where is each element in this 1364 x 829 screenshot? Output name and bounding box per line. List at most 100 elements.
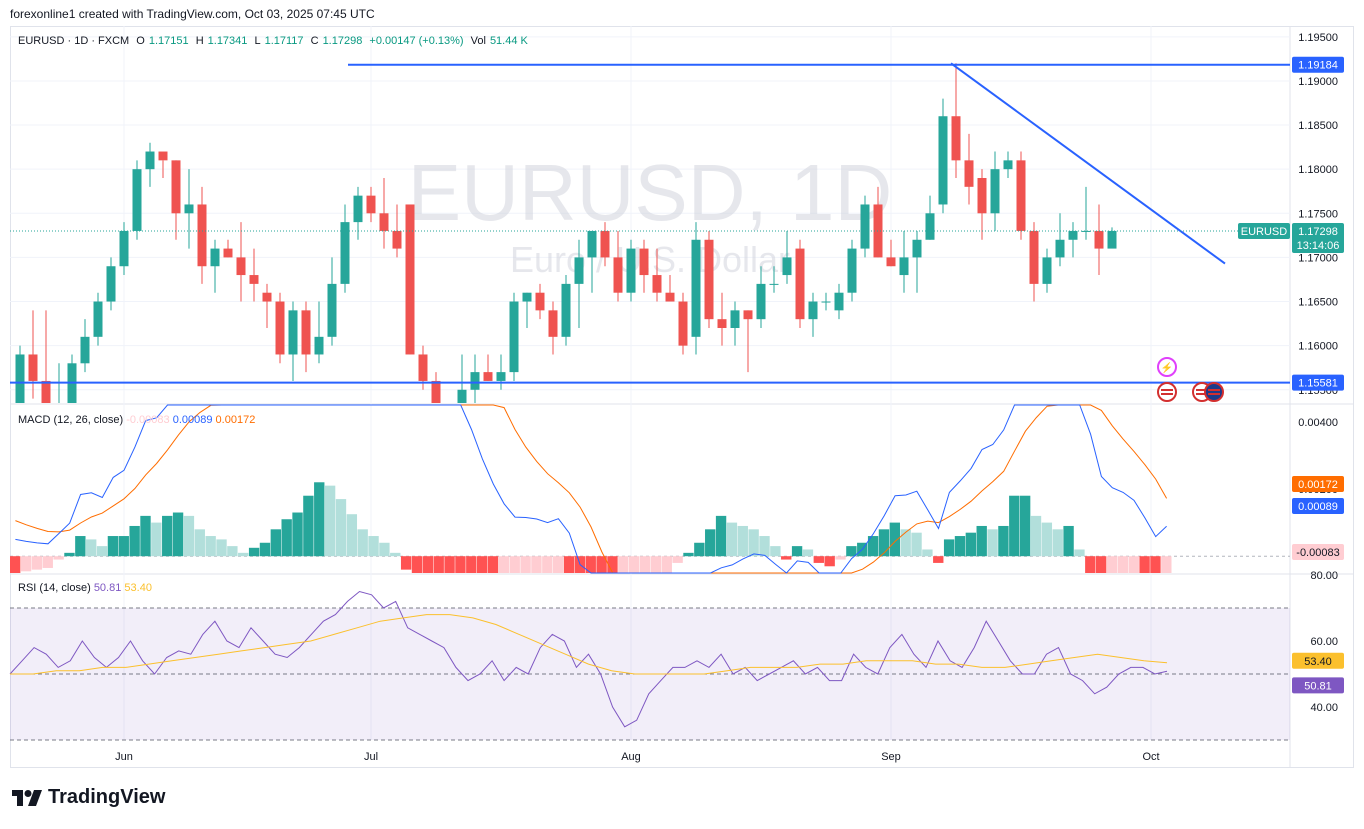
- symbol-badge-bg: [1238, 222, 1290, 239]
- macd-histogram-bar: [629, 556, 640, 573]
- price-tick-label: 1.16500: [1298, 297, 1338, 309]
- candle-body: [15, 354, 25, 403]
- macd-histogram-bar: [976, 525, 987, 557]
- candle-body: [626, 248, 636, 293]
- macd-histogram-bar: [390, 552, 401, 557]
- macd-histogram-bar: [922, 549, 933, 557]
- candle-body: [795, 248, 805, 320]
- macd-histogram-bar: [509, 556, 520, 573]
- candle-body: [691, 239, 701, 337]
- chart-header: forexonline1 created with TradingView.co…: [10, 7, 375, 21]
- macd-histogram-bar: [781, 556, 792, 560]
- candle-body: [483, 372, 493, 381]
- macd-histogram-bar: [1052, 529, 1063, 557]
- rsi-tick-label: 40.00: [1310, 702, 1338, 714]
- macd-histogram-bar: [759, 536, 770, 557]
- candle-body: [1029, 230, 1039, 284]
- macd-histogram-bar: [683, 552, 694, 557]
- candle-body: [392, 230, 402, 249]
- macd-histogram-bar: [672, 556, 683, 563]
- candle-body: [1003, 160, 1013, 170]
- macd-histogram-bar: [259, 542, 271, 557]
- candle-body: [834, 292, 844, 311]
- macd-histogram-bar: [1150, 556, 1161, 573]
- rsi-legend[interactable]: RSI (14, close) 50.81 53.40: [18, 582, 152, 594]
- macd-histogram-bar: [270, 529, 281, 557]
- macd-legend[interactable]: MACD (12, 26, close) -0.00083 0.00089 0.…: [18, 414, 255, 426]
- macd-histogram-bar: [444, 556, 455, 573]
- macd-histogram-bar: [607, 556, 618, 573]
- vol-value: 51.44 K: [489, 35, 528, 47]
- macd-histogram-bar: [205, 536, 216, 557]
- macd-histogram-bar: [1128, 556, 1139, 573]
- upper-level-badge: 1.19184: [1298, 60, 1338, 72]
- candle-body: [171, 160, 181, 214]
- tradingview-logo[interactable]: TradingView: [12, 786, 165, 809]
- macd-histogram-bar: [31, 556, 43, 570]
- macd-histogram-bar: [10, 556, 21, 573]
- macd-histogram-bar: [86, 539, 97, 557]
- symbol-badge: EURUSD: [1241, 226, 1288, 238]
- chart-frame: [10, 26, 1354, 768]
- candle-body: [925, 213, 935, 240]
- candle-body: [574, 257, 584, 284]
- candle-body: [470, 372, 480, 390]
- macd-histogram-bar: [227, 546, 238, 557]
- candle-body: [509, 301, 519, 373]
- macd-histogram-bar: [661, 556, 672, 573]
- macd-histogram-bar: [1030, 515, 1042, 557]
- candle-body: [405, 204, 415, 355]
- candle-body: [1094, 230, 1104, 249]
- candle-body: [821, 301, 831, 303]
- candle-body: [288, 310, 298, 355]
- candle-body: [652, 275, 662, 293]
- price-tick-label: 1.16000: [1298, 341, 1338, 353]
- macd-histogram-bar: [248, 547, 260, 557]
- candle-body: [847, 248, 857, 293]
- macd-histogram-bar: [911, 532, 922, 557]
- macd-histogram-bar: [303, 495, 314, 557]
- candle-body: [210, 248, 220, 267]
- macd-histogram-bar: [1009, 495, 1020, 557]
- candle-body: [314, 336, 324, 355]
- macd-histogram-bar: [965, 532, 977, 557]
- macd-histogram-bar: [900, 529, 911, 557]
- ohlc-legend[interactable]: EURUSD · 1D · FXCM O 1.17151 H 1.17341 L 1.…: [18, 35, 532, 47]
- macd-histogram-bar: [639, 556, 651, 573]
- macd-histogram-bar: [987, 529, 998, 557]
- macd-histogram-bar: [824, 556, 835, 567]
- macd-histogram-bar: [151, 522, 162, 557]
- macd-histogram-bar: [531, 556, 542, 573]
- candle-body: [275, 301, 285, 355]
- last-price-badge-bg: [1292, 222, 1344, 253]
- macd-histogram-bar: [64, 552, 75, 557]
- macd-hist-value: -0.00083: [126, 414, 170, 426]
- macd-value: 0.00089: [172, 414, 213, 426]
- macd-histogram-bar: [1074, 549, 1085, 557]
- macd-histogram-bar: [1106, 556, 1118, 573]
- price-tick-label: 1.18000: [1298, 164, 1338, 176]
- candle-body: [535, 292, 545, 311]
- symbol-label[interactable]: EURUSD · 1D · FXCM: [18, 35, 130, 47]
- rsi-value-badge: 50.81: [1304, 680, 1332, 692]
- macd-signal-badge: 0.00172: [1298, 479, 1338, 491]
- flag-event-icon: [1157, 382, 1177, 402]
- close-value: 1.17298: [322, 35, 363, 47]
- candle-body: [431, 380, 441, 403]
- price-tick-label: 1.19500: [1298, 32, 1338, 44]
- macd-name: MACD (12, 26, close): [18, 414, 124, 426]
- rsi-name: RSI (14, close): [18, 582, 91, 594]
- macd-histogram-bar: [238, 552, 249, 557]
- flag-event-icon: [1204, 382, 1224, 402]
- candle-body: [184, 204, 194, 214]
- macd-histogram-bar: [813, 556, 824, 563]
- macd-histogram-bar: [705, 529, 716, 557]
- price-tick-label: 1.18500: [1298, 120, 1338, 132]
- high-label: H: [195, 35, 204, 47]
- candle-body: [119, 230, 129, 267]
- candle-body: [782, 257, 792, 276]
- rsi-ma-value: 53.40: [124, 582, 152, 594]
- event-icons: ⚡: [1157, 357, 1224, 402]
